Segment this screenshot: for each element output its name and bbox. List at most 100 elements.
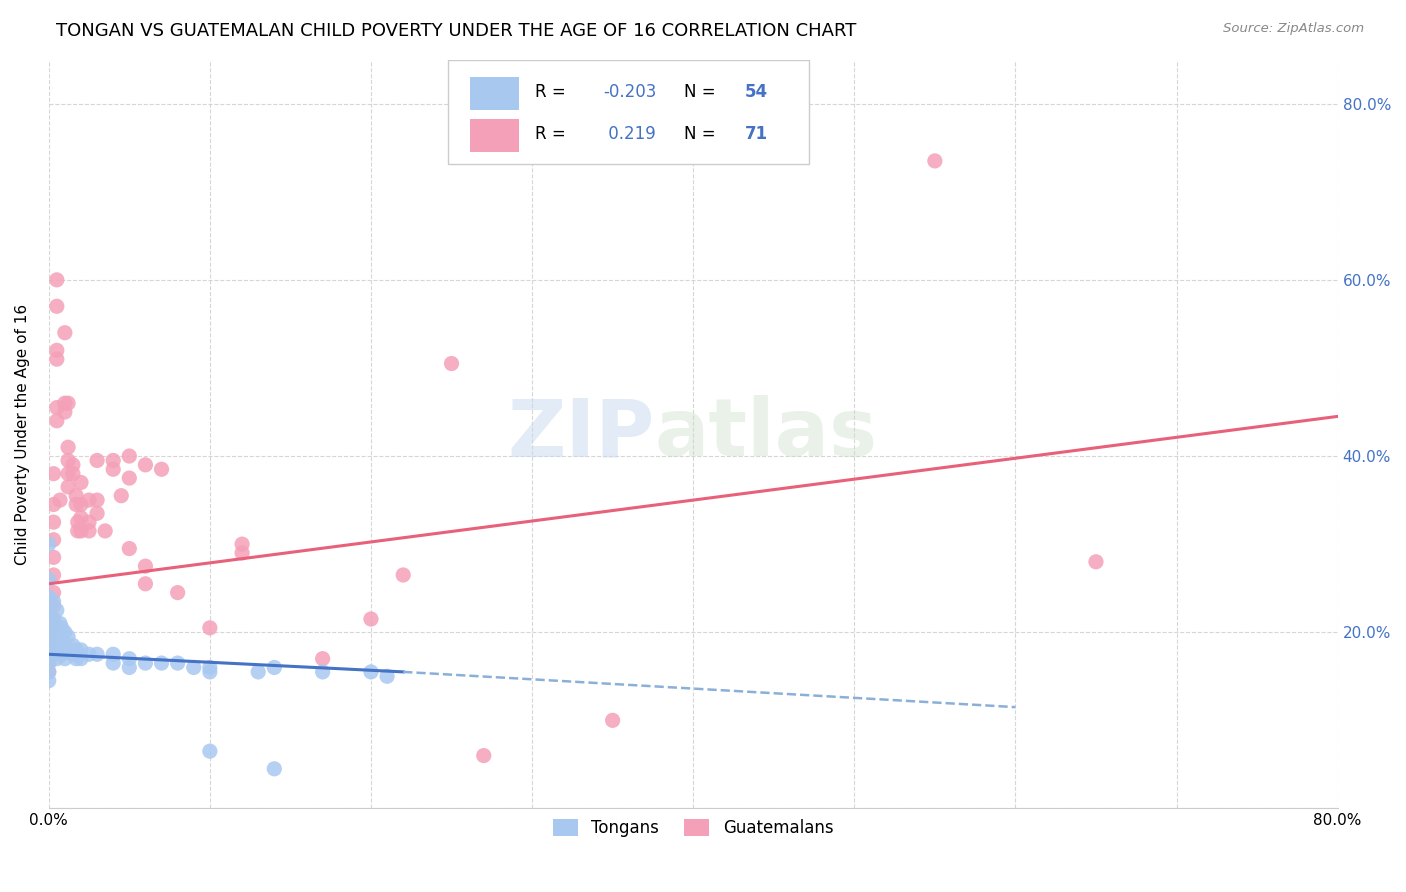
Point — [45, 621, 67, 635]
Point — [42, 585, 65, 599]
Point — [45, 639, 67, 653]
Point — [70, 524, 93, 538]
Point — [263, 762, 285, 776]
Point — [198, 744, 221, 758]
Point — [198, 660, 221, 674]
Point — [134, 656, 156, 670]
Point — [38, 665, 60, 679]
Point — [134, 559, 156, 574]
Point — [198, 665, 221, 679]
Point — [166, 585, 188, 599]
Text: 54: 54 — [745, 83, 768, 101]
Point — [924, 153, 946, 168]
Point — [70, 498, 93, 512]
Point — [56, 396, 79, 410]
Point — [311, 665, 333, 679]
Point — [77, 493, 100, 508]
Point — [360, 612, 382, 626]
Point — [62, 639, 84, 653]
Text: N =: N = — [685, 83, 721, 101]
Point — [70, 643, 93, 657]
Point — [45, 343, 67, 358]
Point — [38, 647, 60, 661]
Point — [38, 621, 60, 635]
Point — [42, 533, 65, 547]
Point — [45, 352, 67, 367]
Point — [118, 449, 141, 463]
Point — [183, 660, 205, 674]
Point — [150, 462, 173, 476]
Point — [56, 480, 79, 494]
Point — [42, 630, 65, 644]
Text: -0.203: -0.203 — [603, 83, 657, 101]
Bar — [470, 77, 519, 110]
Point — [51, 647, 73, 661]
FancyBboxPatch shape — [449, 60, 810, 164]
Point — [392, 568, 415, 582]
Point — [110, 489, 132, 503]
Point — [77, 524, 100, 538]
Point — [94, 524, 117, 538]
Point — [65, 498, 87, 512]
Y-axis label: Child Poverty Under the Age of 16: Child Poverty Under the Age of 16 — [15, 303, 30, 565]
Point — [247, 665, 270, 679]
Point — [38, 656, 60, 670]
Point — [45, 273, 67, 287]
Point — [38, 573, 60, 587]
Point — [49, 634, 72, 648]
Point — [42, 594, 65, 608]
Point — [118, 651, 141, 665]
Text: 71: 71 — [745, 125, 768, 143]
Text: R =: R = — [534, 125, 571, 143]
Point — [53, 639, 76, 653]
Point — [38, 590, 60, 604]
Text: ZIP: ZIP — [508, 395, 655, 473]
Point — [65, 643, 87, 657]
Point — [38, 647, 60, 661]
Point — [38, 639, 60, 653]
Point — [375, 669, 398, 683]
Point — [45, 401, 67, 415]
Point — [77, 647, 100, 661]
Point — [86, 647, 108, 661]
Legend: Tongans, Guatemalans: Tongans, Guatemalans — [544, 810, 842, 845]
Point — [118, 541, 141, 556]
Point — [45, 299, 67, 313]
Point — [38, 537, 60, 551]
Point — [150, 656, 173, 670]
Point — [42, 515, 65, 529]
Point — [45, 603, 67, 617]
Point — [62, 647, 84, 661]
Point — [472, 748, 495, 763]
Point — [53, 326, 76, 340]
Point — [86, 493, 108, 508]
Point — [70, 510, 93, 524]
Point — [77, 515, 100, 529]
Point — [42, 568, 65, 582]
Point — [53, 651, 76, 665]
Text: R =: R = — [534, 83, 571, 101]
Point — [42, 612, 65, 626]
Point — [263, 660, 285, 674]
Point — [38, 607, 60, 622]
Point — [440, 357, 463, 371]
Point — [42, 621, 65, 635]
Point — [1084, 555, 1107, 569]
Point — [62, 467, 84, 481]
Point — [38, 630, 60, 644]
Point — [49, 647, 72, 661]
Point — [86, 453, 108, 467]
Point — [62, 458, 84, 472]
Text: atlas: atlas — [655, 395, 877, 473]
Point — [49, 493, 72, 508]
Point — [56, 467, 79, 481]
Point — [38, 639, 60, 653]
Point — [134, 458, 156, 472]
Text: TONGAN VS GUATEMALAN CHILD POVERTY UNDER THE AGE OF 16 CORRELATION CHART: TONGAN VS GUATEMALAN CHILD POVERTY UNDER… — [56, 22, 856, 40]
Point — [103, 453, 125, 467]
Point — [51, 621, 73, 635]
Point — [56, 440, 79, 454]
Point — [38, 612, 60, 626]
Point — [198, 621, 221, 635]
Point — [38, 673, 60, 688]
